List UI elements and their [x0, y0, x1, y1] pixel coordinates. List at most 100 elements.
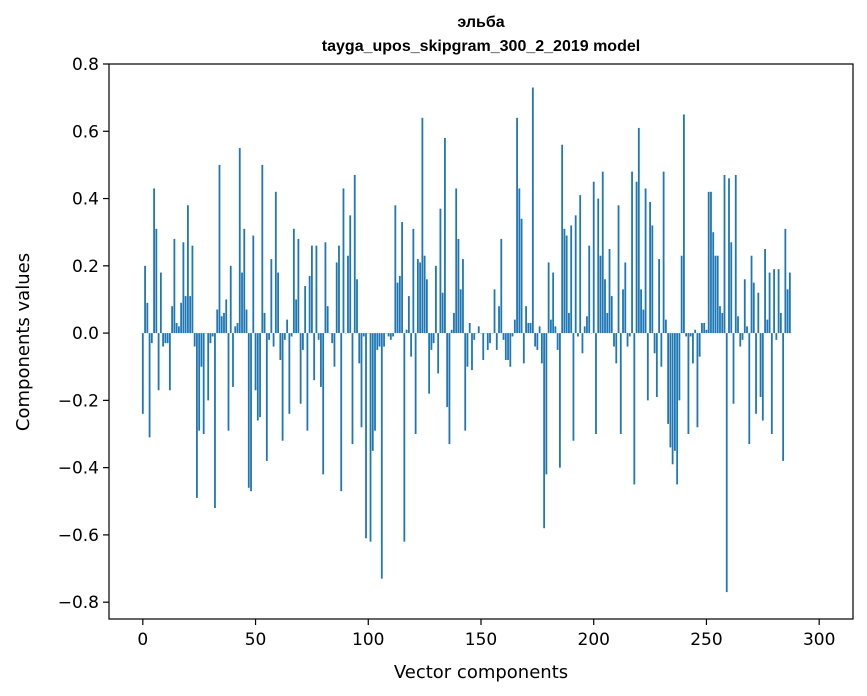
bar: [626, 333, 629, 347]
bar: [473, 333, 476, 340]
bar: [234, 326, 237, 334]
bar: [761, 333, 764, 421]
bar: [658, 259, 661, 334]
bar: [227, 333, 230, 431]
bar: [540, 333, 543, 364]
bar: [694, 329, 697, 334]
bar: [166, 333, 169, 344]
bar: [308, 275, 311, 334]
bar: [631, 171, 633, 334]
bar: [509, 333, 512, 367]
bar: [150, 333, 153, 344]
bar: [301, 333, 304, 350]
bar: [281, 333, 284, 441]
bar: [141, 333, 144, 414]
bar: [462, 259, 464, 334]
bar: [710, 191, 712, 334]
bar: [177, 326, 180, 334]
bar: [405, 329, 408, 334]
bar: [547, 262, 550, 334]
bar: [489, 333, 491, 344]
bar: [256, 333, 259, 421]
bar: [220, 316, 223, 334]
y-tick-label: −0.8: [58, 593, 99, 613]
bar: [768, 272, 771, 334]
bar: [241, 272, 243, 334]
bar: [705, 329, 708, 334]
bar: [721, 312, 724, 334]
y-tick-label: 0.6: [72, 122, 99, 142]
x-axis-ticks: 0 50 100 150 200 250 300: [137, 619, 835, 650]
bar: [193, 333, 196, 347]
bar: [777, 269, 780, 334]
bar: [304, 286, 307, 334]
x-axis-label: Vector components: [394, 662, 568, 683]
bar: [549, 319, 552, 334]
bar: [157, 333, 160, 391]
bar: [653, 333, 656, 354]
bar: [324, 242, 327, 334]
bar: [588, 245, 591, 334]
bar: [439, 208, 442, 334]
bar: [703, 323, 706, 334]
bar: [786, 289, 789, 334]
bar: [698, 333, 701, 357]
bar: [712, 232, 715, 334]
bar: [498, 306, 500, 334]
bar: [635, 181, 638, 334]
bar: [660, 333, 663, 367]
bar: [649, 201, 651, 334]
bar: [421, 117, 424, 334]
bar: [247, 333, 250, 488]
bar: [534, 333, 537, 347]
bar: [335, 262, 338, 334]
bar: [628, 333, 631, 337]
bar: [259, 333, 261, 418]
bar: [290, 333, 293, 337]
bar: [775, 333, 778, 340]
bar: [552, 272, 555, 334]
bar: [500, 238, 503, 334]
bar: [425, 279, 428, 334]
bar: [664, 319, 667, 334]
bar: [288, 333, 291, 414]
bar: [716, 255, 719, 334]
bar: [782, 333, 785, 461]
bar: [401, 222, 403, 334]
bar: [689, 333, 692, 337]
bar: [752, 282, 755, 334]
bar: [662, 171, 665, 334]
bar: [617, 205, 620, 334]
y-tick-label: 0.2: [72, 257, 99, 277]
x-tick-label: 100: [352, 630, 384, 650]
bar: [559, 333, 561, 468]
bar: [245, 309, 248, 334]
bar: [495, 333, 498, 350]
bar: [430, 333, 433, 350]
y-tick-label: 0.8: [72, 55, 99, 75]
bar: [642, 309, 645, 334]
bar: [306, 333, 309, 431]
bar: [644, 188, 647, 334]
x-tick-label: 50: [245, 630, 267, 650]
bar: [168, 333, 171, 391]
bar: [579, 195, 582, 334]
x-tick-label: 150: [465, 630, 497, 650]
bar: [202, 333, 205, 434]
bar: [396, 282, 399, 334]
bar: [637, 127, 640, 334]
bar: [159, 272, 162, 334]
bar: [383, 333, 385, 347]
bar: [286, 319, 289, 334]
bar: [200, 333, 203, 367]
bar: [146, 302, 149, 334]
bar: [586, 316, 588, 334]
bar: [236, 323, 239, 334]
bar: [680, 255, 683, 334]
bar: [615, 333, 618, 364]
bar: [730, 242, 733, 334]
bar: [365, 333, 367, 539]
bar: [583, 326, 586, 334]
bar: [448, 333, 451, 445]
bar: [347, 255, 349, 334]
